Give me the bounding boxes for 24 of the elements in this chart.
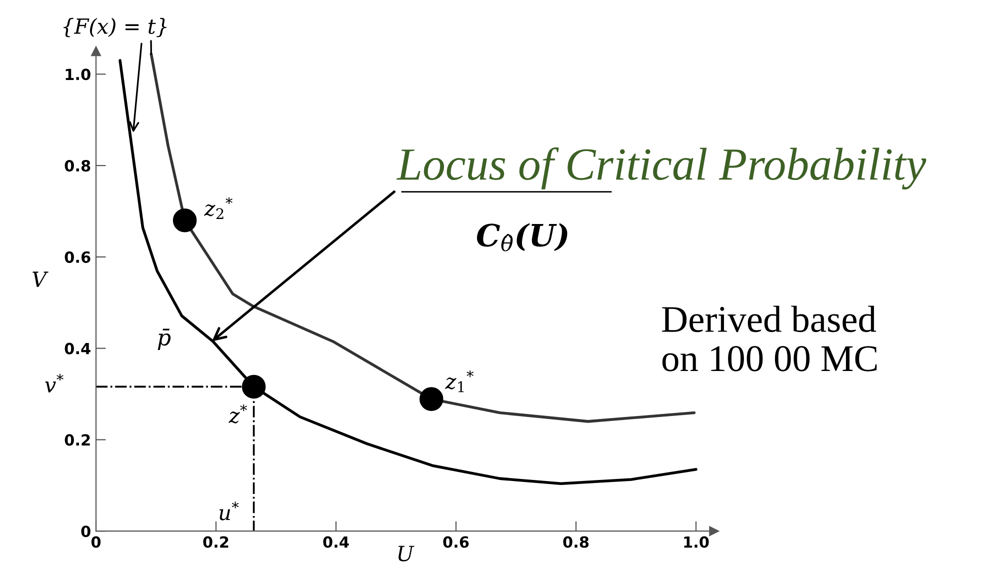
annotation: z$_{2}$$^{*}$ <box>204 197 232 219</box>
x-tick-label: 1.0 <box>684 536 709 548</box>
y-tick-label: 1.0 <box>66 68 90 80</box>
annotation: Derived based on 100 00 MC <box>662 306 877 372</box>
y-tick-label: 0.8 <box>64 160 90 172</box>
y-tick-label: 0.4 <box>64 342 90 354</box>
x-tick-label: 0 <box>91 536 101 548</box>
annotation: z$^{*}$ <box>228 404 248 424</box>
y-tick-label: 0 <box>81 526 90 538</box>
y-tick-label: 0.6 <box>64 251 90 263</box>
annotation: z$_{1}$$^{*}$ <box>445 370 474 392</box>
annotation: p̄ <box>158 328 171 350</box>
x-tick-label: 0.8 <box>563 536 589 548</box>
y-axis-title: V <box>32 272 48 287</box>
x-tick-label: 0.4 <box>323 536 349 548</box>
annotation: {F(x) = t} <box>63 18 167 38</box>
y-tick-label: 0.2 <box>64 434 90 446</box>
x-axis-title: U <box>398 546 414 562</box>
x-tick-label: 0.6 <box>443 536 469 548</box>
annotation: v$^{*}$ <box>45 374 64 392</box>
x-tick-label: 0.2 <box>203 536 228 548</box>
annotation: u$^{*}$ <box>219 502 239 520</box>
annotation: C$_{θ̂}$(U) <box>476 223 568 252</box>
annotation: Locus of Critical Probability <box>396 147 926 190</box>
